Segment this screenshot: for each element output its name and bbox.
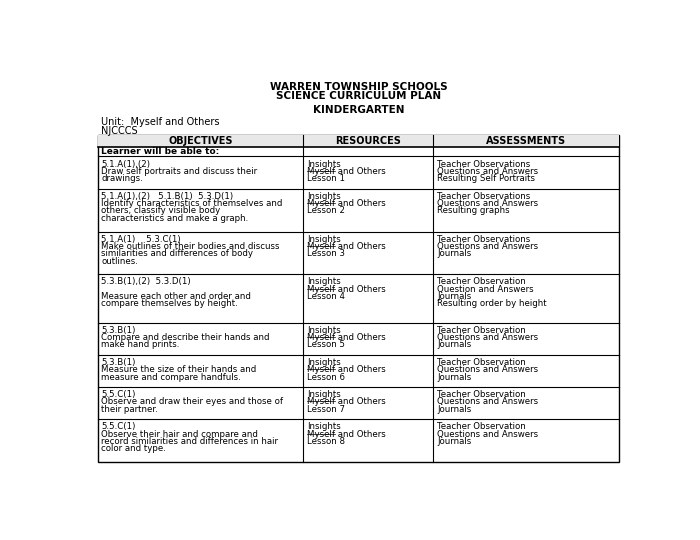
Text: Insights: Insights xyxy=(307,390,341,399)
Text: Lesson 4: Lesson 4 xyxy=(307,292,345,301)
Text: Question and Answers: Question and Answers xyxy=(437,285,533,294)
Text: Teacher Observations: Teacher Observations xyxy=(437,234,531,244)
Text: compare themselves by height.: compare themselves by height. xyxy=(102,300,238,308)
Text: Questions and Answers: Questions and Answers xyxy=(437,242,538,251)
Bar xyxy=(98,135,620,147)
Text: 5.3.B(1): 5.3.B(1) xyxy=(102,358,136,367)
Text: Insights: Insights xyxy=(307,278,341,287)
Bar xyxy=(98,135,620,462)
Text: Resulting Self Portraits: Resulting Self Portraits xyxy=(437,174,535,183)
Text: make hand prints.: make hand prints. xyxy=(102,340,180,349)
Text: Lesson 1: Lesson 1 xyxy=(307,174,345,183)
Text: Journals: Journals xyxy=(437,405,471,414)
Text: 5.1.A(1)    5.3.C(1): 5.1.A(1) 5.3.C(1) xyxy=(102,234,181,244)
Text: Lesson 6: Lesson 6 xyxy=(307,373,345,382)
Text: others, classify visible body: others, classify visible body xyxy=(102,206,220,215)
Text: 5.3.B(1): 5.3.B(1) xyxy=(102,326,136,335)
Text: Identify characteristics of themselves and: Identify characteristics of themselves a… xyxy=(102,199,283,208)
Text: Myself and Others: Myself and Others xyxy=(307,333,386,342)
Text: Teacher Observation: Teacher Observation xyxy=(437,358,526,367)
Text: Lesson 2: Lesson 2 xyxy=(307,206,345,215)
Text: Teacher Observation: Teacher Observation xyxy=(437,390,526,399)
Text: Measure the size of their hands and: Measure the size of their hands and xyxy=(102,365,257,374)
Text: Teacher Observations: Teacher Observations xyxy=(437,192,531,201)
Text: Insights: Insights xyxy=(307,234,341,244)
Text: ASSESSMENTS: ASSESSMENTS xyxy=(486,136,566,146)
Text: measure and compare handfuls.: measure and compare handfuls. xyxy=(102,373,242,382)
Text: Insights: Insights xyxy=(307,422,341,431)
Text: WARREN TOWNSHIP SCHOOLS: WARREN TOWNSHIP SCHOOLS xyxy=(270,82,447,92)
Text: Lesson 5: Lesson 5 xyxy=(307,340,345,349)
Text: Lesson 8: Lesson 8 xyxy=(307,437,345,446)
Text: Myself and Others: Myself and Others xyxy=(307,365,386,374)
Text: Questions and Answers: Questions and Answers xyxy=(437,199,538,208)
Text: Teacher Observations: Teacher Observations xyxy=(437,159,531,168)
Text: Myself and Others: Myself and Others xyxy=(307,285,386,294)
Text: Lesson 3: Lesson 3 xyxy=(307,249,345,258)
Text: Insights: Insights xyxy=(307,192,341,201)
Text: Measure each other and order and: Measure each other and order and xyxy=(102,292,251,301)
Text: Journals: Journals xyxy=(437,437,471,446)
Text: Questions and Answers: Questions and Answers xyxy=(437,365,538,374)
Text: color and type.: color and type. xyxy=(102,444,167,453)
Text: Compare and describe their hands and: Compare and describe their hands and xyxy=(102,333,270,342)
Text: 5.5.C(1): 5.5.C(1) xyxy=(102,390,136,399)
Text: Myself and Others: Myself and Others xyxy=(307,199,386,208)
Text: Draw self portraits and discuss their: Draw self portraits and discuss their xyxy=(102,167,258,176)
Text: Journals: Journals xyxy=(437,373,471,382)
Text: Unit:  Myself and Others: Unit: Myself and Others xyxy=(102,117,220,127)
Text: Insights: Insights xyxy=(307,326,341,335)
Text: Resulting order by height: Resulting order by height xyxy=(437,300,547,308)
Text: 5.1.A(1),(2)   5.1.B(1)  5.3.D(1): 5.1.A(1),(2) 5.1.B(1) 5.3.D(1) xyxy=(102,192,234,201)
Text: Myself and Others: Myself and Others xyxy=(307,242,386,251)
Text: Journals: Journals xyxy=(437,340,471,349)
Text: record similarities and differences in hair: record similarities and differences in h… xyxy=(102,437,279,446)
Text: Questions and Answers: Questions and Answers xyxy=(437,333,538,342)
Text: Teacher Observation: Teacher Observation xyxy=(437,326,526,335)
Text: Insights: Insights xyxy=(307,159,341,168)
Text: Questions and Answers: Questions and Answers xyxy=(437,397,538,407)
Text: 5.5.C(1): 5.5.C(1) xyxy=(102,422,136,431)
Text: Make outlines of their bodies and discuss: Make outlines of their bodies and discus… xyxy=(102,242,280,251)
Text: characteristics and make a graph.: characteristics and make a graph. xyxy=(102,214,248,222)
Text: Journals: Journals xyxy=(437,249,471,258)
Text: Teacher Observation: Teacher Observation xyxy=(437,422,526,431)
Text: Teacher Observation: Teacher Observation xyxy=(437,278,526,287)
Text: Observe and draw their eyes and those of: Observe and draw their eyes and those of xyxy=(102,397,284,407)
Text: NJCCCS: NJCCCS xyxy=(102,126,138,136)
Text: Myself and Others: Myself and Others xyxy=(307,397,386,407)
Text: KINDERGARTEN: KINDERGARTEN xyxy=(313,105,405,115)
Text: Myself and Others: Myself and Others xyxy=(307,167,386,176)
Text: Myself and Others: Myself and Others xyxy=(307,430,386,438)
Text: OBJECTIVES: OBJECTIVES xyxy=(169,136,233,146)
Text: outlines.: outlines. xyxy=(102,256,139,266)
Text: Observe their hair and compare and: Observe their hair and compare and xyxy=(102,430,258,438)
Text: Journals: Journals xyxy=(437,292,471,301)
Text: RESOURCES: RESOURCES xyxy=(335,136,401,146)
Text: their partner.: their partner. xyxy=(102,405,158,414)
Text: Insights: Insights xyxy=(307,358,341,367)
Text: Resulting graphs: Resulting graphs xyxy=(437,206,510,215)
Text: Learner will be able to:: Learner will be able to: xyxy=(102,147,220,156)
Text: drawings.: drawings. xyxy=(102,174,144,183)
Text: Questions and Answers: Questions and Answers xyxy=(437,167,538,176)
Text: similarities and differences of body: similarities and differences of body xyxy=(102,249,253,258)
Text: 5.1.A(1),(2): 5.1.A(1),(2) xyxy=(102,159,150,168)
Text: Questions and Answers: Questions and Answers xyxy=(437,430,538,438)
Text: 5.3.B(1),(2)  5.3.D(1): 5.3.B(1),(2) 5.3.D(1) xyxy=(102,278,191,287)
Text: Lesson 7: Lesson 7 xyxy=(307,405,345,414)
Text: SCIENCE CURRICULUM PLAN: SCIENCE CURRICULUM PLAN xyxy=(276,91,441,101)
